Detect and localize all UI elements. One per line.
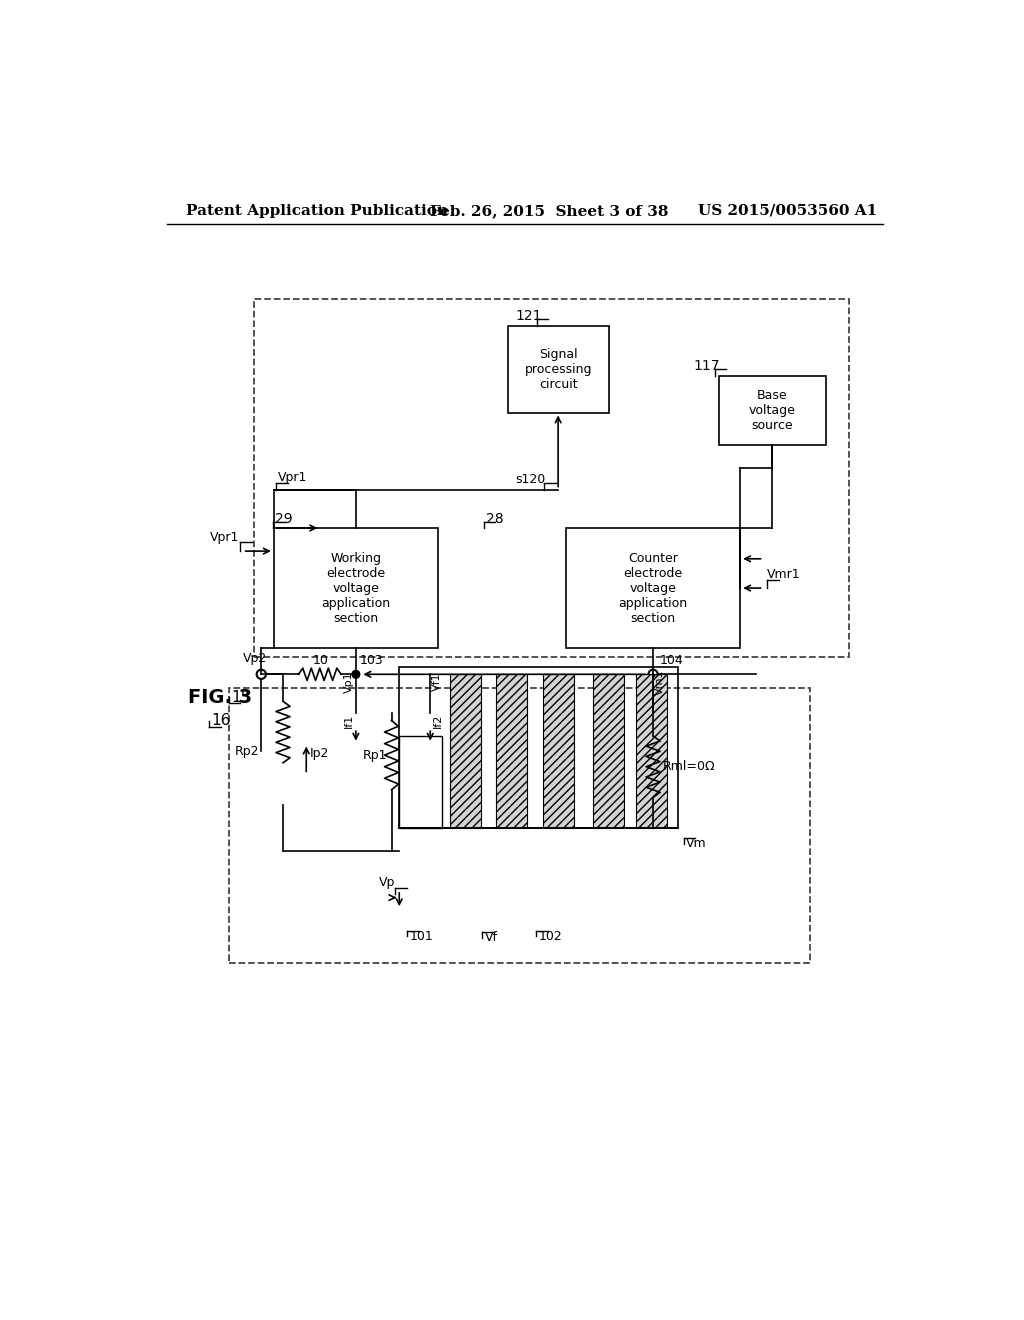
Text: 15: 15 xyxy=(231,690,250,705)
Text: Vm: Vm xyxy=(686,837,707,850)
Text: 104: 104 xyxy=(659,653,683,667)
Bar xyxy=(273,528,438,648)
Text: Feb. 26, 2015  Sheet 3 of 38: Feb. 26, 2015 Sheet 3 of 38 xyxy=(430,203,669,218)
Bar xyxy=(543,675,573,829)
Text: Working
electrode
voltage
application
section: Working electrode voltage application se… xyxy=(322,552,390,624)
Text: 28: 28 xyxy=(486,512,504,525)
Text: Vmr1: Vmr1 xyxy=(767,568,801,581)
Bar xyxy=(719,376,825,445)
Text: Rp1: Rp1 xyxy=(364,748,388,762)
Bar xyxy=(254,300,849,657)
Text: 102: 102 xyxy=(539,929,562,942)
Text: Vpr1: Vpr1 xyxy=(278,471,307,484)
Text: 117: 117 xyxy=(693,359,720,374)
Text: Vf1: Vf1 xyxy=(432,673,441,692)
Bar xyxy=(228,688,810,964)
Text: Ip2: Ip2 xyxy=(310,747,330,760)
Text: 121: 121 xyxy=(515,309,542,323)
Text: 10: 10 xyxy=(312,653,328,667)
Bar xyxy=(450,675,480,829)
Bar xyxy=(399,737,442,829)
Text: 103: 103 xyxy=(359,653,383,667)
Text: FIG. 3: FIG. 3 xyxy=(188,688,253,708)
Text: Vm1: Vm1 xyxy=(654,669,665,694)
Bar xyxy=(399,667,678,829)
Text: Signal
processing
circuit: Signal processing circuit xyxy=(524,348,592,391)
Circle shape xyxy=(352,671,359,678)
Text: 101: 101 xyxy=(410,929,433,942)
Text: Rp2: Rp2 xyxy=(236,744,260,758)
Bar xyxy=(636,675,667,829)
Bar xyxy=(593,675,624,829)
Text: Vp: Vp xyxy=(379,875,395,888)
Bar xyxy=(496,675,527,829)
Text: Vp2: Vp2 xyxy=(243,652,267,665)
Bar xyxy=(508,326,608,412)
Text: If2: If2 xyxy=(432,713,442,727)
Text: Vp1: Vp1 xyxy=(344,671,354,693)
Text: Base
voltage
source: Base voltage source xyxy=(749,388,796,432)
Bar xyxy=(566,528,740,648)
Text: 29: 29 xyxy=(275,512,293,525)
Text: If1: If1 xyxy=(343,713,353,727)
Text: s120: s120 xyxy=(515,473,546,486)
Text: Patent Application Publication: Patent Application Publication xyxy=(186,203,449,218)
Text: 16: 16 xyxy=(212,713,231,729)
Text: Vpr1: Vpr1 xyxy=(210,531,239,544)
Text: Rml=0Ω: Rml=0Ω xyxy=(663,760,715,774)
Text: Vf: Vf xyxy=(484,931,498,944)
Text: US 2015/0053560 A1: US 2015/0053560 A1 xyxy=(697,203,877,218)
Text: Counter
electrode
voltage
application
section: Counter electrode voltage application se… xyxy=(618,552,688,624)
